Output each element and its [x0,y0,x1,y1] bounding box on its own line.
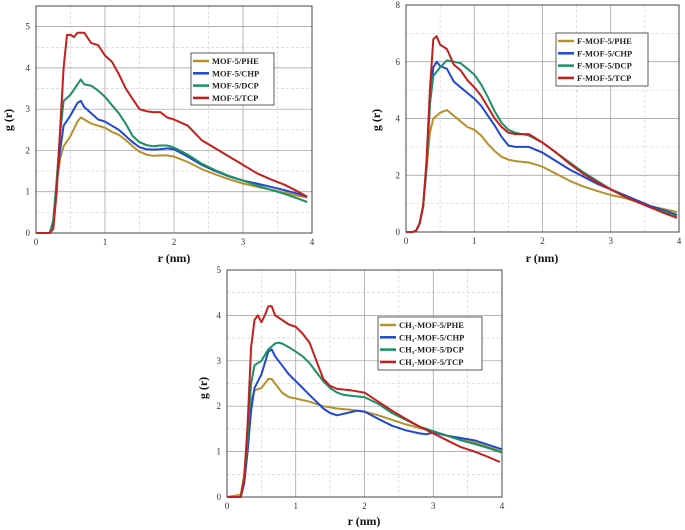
x-axis-label: r (nm) [158,251,191,265]
series-line-dcp [36,78,308,234]
x-axis-label: r (nm) [526,251,559,265]
y-tick-label: 2 [26,145,31,155]
x-tick-label: 3 [431,501,436,511]
y-tick-label: 5 [26,22,31,32]
y-tick-label: 3 [26,104,31,114]
y-tick-label: 8 [396,0,401,10]
legend-label: F-MOF-5/TCP [577,73,631,83]
x-tick-label: 3 [609,236,614,246]
legend-label: MOF-5/TCP [212,93,258,103]
series-line-dcp [227,341,503,498]
series-line-phe [36,116,308,234]
y-tick-label: 3 [217,356,222,366]
legend-label: MOF-5/CHP [212,68,259,78]
y-tick-label: 0 [217,492,222,502]
y-axis-label: g (r) [196,377,210,399]
plot-frame [35,5,313,234]
y-tick-label: 1 [217,447,222,457]
rdf-chart-1: 0 1 2 3 4 0 1 2 3 4 5 r (nm) g (r) MOF-5/PHE MOF-5/CHP… [1,5,315,265]
y-tick-label: 6 [396,57,401,67]
y-axis-label: g (r) [369,109,383,131]
x-tick-label: 1 [103,237,108,247]
x-tick-label: 4 [500,501,505,511]
y-tick-label: 2 [396,170,401,180]
y-axis-label: g (r) [1,109,15,131]
legend-label: F-MOF-5/CHP [577,48,632,58]
legend-label: CH₃-MOF-5/DCP [399,345,464,355]
series-line-tcp [406,35,678,233]
y-tick-label: 4 [26,63,31,73]
x-axis-label: r (nm) [348,514,381,528]
y-tick-label: 5 [217,265,222,275]
legend-label: CH₃-MOF-5/CHP [399,332,464,342]
series-line-tcp [227,305,501,498]
series-line-chp [36,99,308,234]
series-line-tcp [36,31,308,234]
legend-label: F-MOF-5/DCP [577,61,632,71]
y-tick-label: 4 [396,114,401,124]
legend-label: CH₃-MOF-5/TCP [399,357,463,367]
legend-label: MOF-5/DCP [212,81,259,91]
legend-label: F-MOF-5/PHE [577,36,632,46]
y-tick-label: 4 [217,310,222,320]
x-tick-label: 0 [404,236,409,246]
y-tick-label: 0 [26,228,31,238]
plot-frame [405,4,680,233]
y-tick-label: 1 [26,187,31,197]
y-tick-label: 2 [217,401,222,411]
plot-frame [226,269,503,498]
legend: CH₃-MOF-5/PHE CH₃-MOF-5/CHP CH₃-MOF-5/DCP C… [377,316,483,371]
legend: F-MOF-5/PHE F-MOF-5/CHP F-MOF-5/DCP F-MOF-5… [555,32,649,87]
x-tick-label: 1 [472,236,477,246]
legend-label: MOF-5/PHE [212,56,259,66]
x-tick-label: 4 [310,237,315,247]
x-tick-label: 4 [677,236,682,246]
series-line-phe [406,109,678,233]
legend: MOF-5/PHE MOF-5/CHP MOF-5/DCP MOF-5/TCP [190,52,275,106]
x-tick-label: 0 [34,237,39,247]
x-tick-label: 2 [540,236,545,246]
x-tick-label: 1 [294,501,299,511]
legend-label: CH₃-MOF-5/PHE [399,320,464,330]
x-tick-label: 0 [225,501,230,511]
x-tick-label: 2 [362,501,367,511]
x-tick-label: 3 [241,237,246,247]
x-tick-label: 2 [172,237,177,247]
y-tick-label: 0 [396,227,401,237]
